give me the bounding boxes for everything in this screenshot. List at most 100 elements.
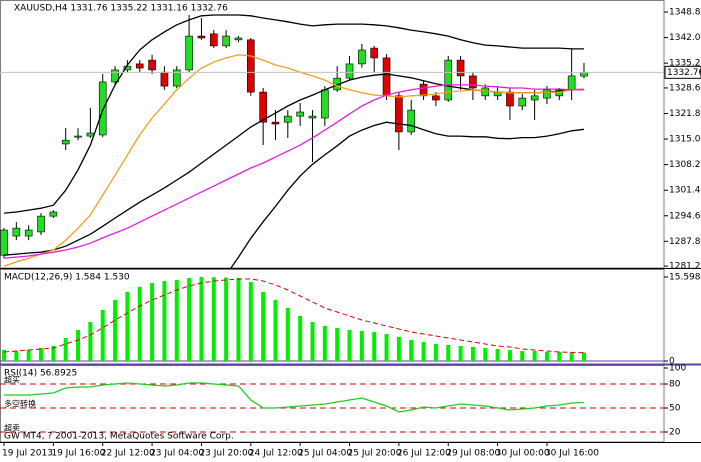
candle-body — [160, 71, 169, 87]
macd-bar — [433, 343, 438, 361]
candle-body — [24, 229, 33, 237]
candle-body — [296, 111, 304, 117]
rsi-title: RSI(14) 56.8925 — [4, 369, 77, 379]
candle-body — [407, 109, 416, 133]
level-label: 超卖 — [4, 423, 20, 433]
candle-body — [567, 75, 576, 91]
macd-bar — [458, 345, 463, 361]
y-tick-label: 1281.20 — [669, 262, 701, 272]
macd-bar — [298, 315, 303, 361]
macd-bar — [113, 299, 118, 361]
candle-body — [185, 35, 193, 71]
y-tick-label: 1315.00 — [669, 135, 701, 145]
y-tick-label: 1328.60 — [669, 83, 701, 93]
macd-bar — [581, 352, 586, 361]
candle-body — [98, 81, 107, 136]
x-tick-label: 23 Jul 04:00 — [150, 449, 204, 459]
candle-body — [37, 215, 45, 233]
rsi-line — [4, 382, 585, 413]
macd-bar — [174, 280, 179, 361]
x-tick-label: 26 Jul 12:00 — [397, 449, 451, 459]
macd-bar — [137, 287, 142, 361]
macd-bar — [236, 278, 241, 361]
indicator-line — [3, 14, 584, 214]
macd-bar — [495, 348, 500, 361]
axes: 1348.80 1342.00 1335.20 1328.60 1321.80 1315.… — [2, 8, 701, 459]
macd-bar — [248, 282, 253, 361]
price-label: 1332.76 — [667, 68, 701, 78]
footer: GW MT4, ? 2001-2013, MetaQuotes Software… — [4, 432, 234, 442]
y-tick-label: 20 — [669, 428, 681, 438]
candle-body — [172, 69, 181, 87]
macd-bar — [421, 341, 426, 361]
candle-body — [555, 89, 564, 97]
y-tick-label: 1308.20 — [669, 160, 701, 170]
macd-bar — [261, 292, 266, 361]
candle-body — [12, 227, 21, 237]
y-tick-label: 1294.60 — [669, 211, 701, 221]
candle-body — [395, 95, 403, 133]
y-tick-label: 100 — [669, 364, 686, 374]
candle-body — [358, 49, 366, 65]
x-tick-label: 24 Jul 12:00 — [249, 449, 303, 459]
candle-body — [444, 59, 453, 101]
x-tick-label: 30 Jul 00:00 — [496, 449, 550, 459]
candle-body — [197, 35, 206, 39]
macd-bar — [372, 331, 377, 361]
candle-body — [284, 115, 292, 123]
macd-bar — [310, 322, 315, 361]
candle-body — [86, 132, 95, 137]
macd-bar — [409, 339, 414, 361]
macd-bar — [199, 277, 204, 361]
y-tick-label: 1301.40 — [669, 186, 701, 196]
candle-body — [209, 33, 218, 47]
candle-body — [61, 139, 70, 145]
candle-body — [0, 229, 8, 256]
candle-body — [148, 59, 156, 71]
macd-bar — [483, 348, 488, 361]
macd-bar — [520, 350, 525, 361]
candle-body — [370, 47, 379, 59]
candle-body — [518, 97, 527, 107]
macd-bar — [532, 350, 537, 361]
macd-bar — [39, 348, 44, 361]
indicator-line — [3, 84, 584, 259]
macd-bar — [162, 280, 167, 361]
x-tick-label: 25 Jul 20:00 — [348, 449, 402, 459]
macd-bar — [322, 325, 327, 361]
x-tick-label: 22 Jul 12:00 — [101, 449, 155, 459]
x-tick-label: 30 Jul 16:00 — [545, 449, 599, 459]
indicator-line — [230, 121, 585, 268]
candle-body — [234, 37, 243, 41]
x-tick-label: 23 Jul 20:00 — [199, 449, 253, 459]
price-plot — [0, 14, 664, 268]
signal-line — [3, 278, 585, 354]
candle-body — [432, 95, 440, 101]
macd-bar — [63, 337, 68, 361]
macd-bar — [285, 308, 290, 361]
candle-body — [222, 35, 230, 47]
macd-bar — [125, 292, 130, 361]
level-label: 多空转换 — [4, 399, 36, 409]
macd-bar — [569, 352, 574, 361]
candle-body — [135, 63, 144, 69]
level-label: 超买 — [4, 375, 20, 385]
macd-plot — [0, 277, 664, 362]
candle-body — [259, 91, 267, 123]
candle-body — [49, 211, 58, 217]
macd-bar — [76, 329, 81, 361]
y-tick-label: 1321.80 — [669, 109, 701, 119]
macd-bar — [470, 346, 475, 361]
macd-bar — [335, 327, 340, 361]
macd-bar — [359, 330, 364, 361]
macd-title: MACD(12,26,9) 1.584 1.530 — [4, 273, 130, 283]
x-tick-label: 29 Jul 08:00 — [446, 449, 500, 459]
y-tick-label: 80 — [669, 380, 681, 390]
macd-bar — [446, 344, 451, 361]
price-label-box — [664, 65, 701, 79]
macd-bar — [187, 278, 192, 361]
macd-bar — [100, 310, 105, 361]
candle-body — [382, 57, 391, 97]
macd-bar — [150, 283, 155, 361]
y-tick-label: 15.598 — [669, 273, 701, 283]
